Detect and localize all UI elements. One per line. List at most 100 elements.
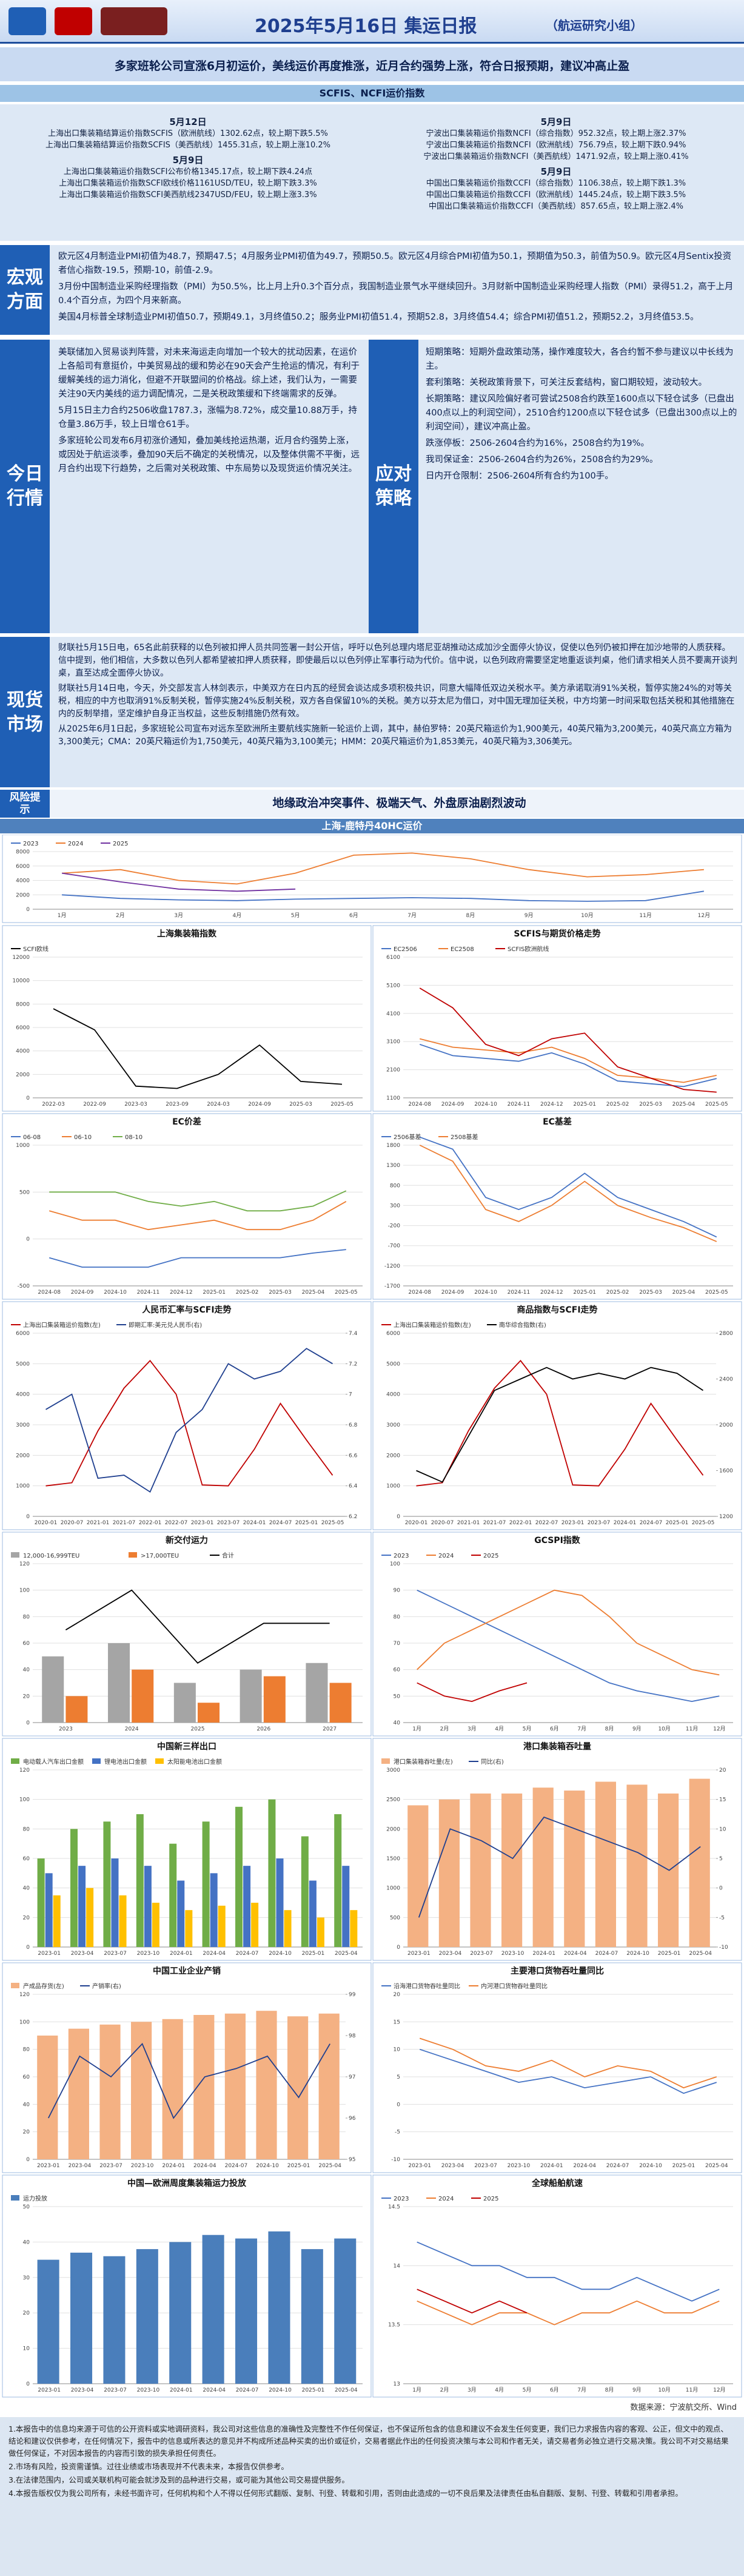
- bar: [501, 1793, 523, 1947]
- y-tick-label: 800: [390, 1183, 400, 1189]
- index-line: 上海出口集装箱结算运价指数SCFIS（美西航线）1455.31点，较上期上涨10…: [45, 141, 330, 150]
- disclaimer-item: 3.在法律范围内，公司或关联机构可能会就涉及到的品种进行交易，或可能为其他公司交…: [8, 2475, 349, 2484]
- legend-swatch: [11, 1758, 19, 1764]
- bar: [78, 1866, 86, 1947]
- x-tick-label: 2020-07: [431, 1520, 454, 1526]
- section-label: 今日行情: [0, 340, 50, 633]
- series-line: [47, 2042, 330, 2119]
- y-tick-label: 0: [26, 1945, 30, 1951]
- x-tick-label: 2024-10: [474, 1290, 497, 1296]
- legend-label: EC2506: [394, 946, 417, 953]
- paragraph: 跌涨停板：2506-2604合约为16%，2508合约为19%。: [426, 439, 649, 448]
- bar: [306, 1663, 328, 1723]
- bar: [68, 2028, 90, 2159]
- y-tick-label: 0: [26, 2157, 30, 2163]
- x-tick-label: 2025-04: [335, 1951, 358, 1957]
- x-tick-label: 2023-07: [474, 2163, 497, 2169]
- series-line: [417, 1589, 720, 1676]
- x-tick-label: 2025-04: [318, 2163, 341, 2169]
- y-tick-label: 0: [26, 907, 30, 913]
- index-block: 5月12日 上海出口集装箱结算运价指数SCFIS（欧洲航线）1302.62点，较上…: [0, 104, 744, 241]
- y-tick-label: 6000: [16, 864, 30, 870]
- y-tick-label: 14.5: [388, 2204, 400, 2210]
- chart-panel: [2, 835, 742, 923]
- y-tick-label: 120: [19, 1767, 30, 1774]
- x-tick-label: 12月: [713, 1726, 725, 1732]
- y-tick-label: 50: [394, 1693, 401, 1700]
- y-tick-label: 60: [23, 1641, 30, 1647]
- paragraph: 财联社5月15日电，65名此前获释的以色列被扣押人员共同签署一封公开信，呼吁以色…: [58, 643, 737, 678]
- x-tick-label: 3月: [468, 1726, 477, 1732]
- y-tick-label: 5000: [386, 1361, 400, 1367]
- x-tick-label: 2024-01: [532, 1951, 555, 1957]
- bar: [235, 1806, 243, 1947]
- series-line: [417, 2288, 528, 2314]
- paragraph: 美国4月标普全球制造业PMI初值50.7，预期49.1，3月终值50.2；服务业…: [58, 312, 699, 322]
- y-tick-label: 1300: [386, 1163, 400, 1169]
- bar: [224, 2013, 246, 2159]
- x-tick-label: 2024-04: [573, 2163, 596, 2169]
- x-tick-label: 2024-07: [595, 1951, 618, 1957]
- chart-title: 中国新三样出口: [157, 1741, 216, 1752]
- bar: [626, 1784, 648, 1947]
- x-tick-label: 2025-02: [236, 1290, 259, 1296]
- paragraph: 欧元区4月制造业PMI初值为48.7，预期47.5；4月服务业PMI初值为49.…: [58, 252, 732, 275]
- bar: [99, 2024, 121, 2159]
- market-section: 今日行情 美联储加入贸易谈判阵营，对未来海运走向增加一个较大的扰动因素，在运价上…: [0, 337, 744, 633]
- y-tick-label: 50: [23, 2204, 30, 2210]
- y-tick-label: 1500: [386, 1856, 400, 1862]
- x-tick-label: 2024-11: [137, 1290, 160, 1296]
- x-tick-label: 2024-08: [408, 1290, 431, 1296]
- series-line: [418, 1816, 701, 1918]
- x-tick-label: 2023-03: [124, 1101, 147, 1108]
- y-tick-label: 300: [390, 1203, 400, 1209]
- x-tick-label: 2023-07: [104, 1951, 127, 1957]
- x-tick-label: 2023-07: [99, 2163, 122, 2169]
- y-tick-label: 5: [397, 2074, 400, 2080]
- legend-label: SCFI欧线: [23, 945, 49, 953]
- bar: [470, 1793, 491, 1947]
- series-line: [62, 890, 705, 902]
- x-tick-label: 2024-10: [104, 1290, 127, 1296]
- bar: [45, 1873, 53, 1947]
- bar: [243, 1866, 251, 1947]
- x-tick-label: 2020-07: [61, 1520, 84, 1526]
- y-tick-label: 1000: [16, 1143, 30, 1149]
- bar: [70, 1829, 78, 1947]
- x-tick-label: 2025-05: [335, 1290, 358, 1296]
- legend-label: 产销率(右): [92, 1982, 121, 1990]
- chart-title: 上海-鹿特丹40HC运价: [0, 819, 744, 833]
- bar: [111, 1858, 119, 1947]
- bar: [689, 1778, 710, 1947]
- bar: [103, 1821, 111, 1947]
- y-tick-label: 3000: [386, 1422, 400, 1428]
- bar: [318, 2013, 340, 2159]
- bar: [329, 1683, 352, 1723]
- x-tick-label: 2024-07: [225, 2163, 248, 2169]
- bar: [169, 1843, 177, 1947]
- index-line: 宁波出口集装箱运价指数NCFI（欧洲航线）756.79点，较上期下跌0.94%: [426, 141, 686, 150]
- spot-section: 现货市场 财联社5月15日电，65名此前获释的以色列被扣押人员共同签署一封公开信…: [0, 634, 744, 789]
- source: 数据来源：宁波航交所、Wind: [630, 2403, 737, 2412]
- index-line: 中国出口集装箱运价指数CCFI（欧洲航线）1445.24点，较上期下跌3.5%: [426, 190, 686, 200]
- header: 2025年5月16日 集运日报 （航运研究小组）: [0, 0, 744, 44]
- series-line: [419, 1043, 717, 1088]
- y-tick-label: 3100: [386, 1039, 400, 1045]
- y-tick-label: 2000: [16, 1072, 30, 1078]
- chart-title: 中国工业企业产销: [153, 1966, 221, 1976]
- index-line: 上海出口集装箱结算运价指数SCFIS（欧洲航线）1302.62点，较上期下跌5.…: [48, 129, 328, 138]
- x-tick-label: 2022-03: [42, 1101, 65, 1108]
- y-tick-label: 80: [23, 2047, 30, 2053]
- y-tick-label: 20: [23, 1915, 30, 1921]
- x-tick-label: 4月: [233, 912, 242, 919]
- y-tick-label: 6000: [386, 1331, 400, 1337]
- y-tick-label: 2000: [386, 1453, 400, 1459]
- y-tick-label: 0: [397, 1514, 400, 1520]
- bar: [532, 1787, 554, 1947]
- bar: [202, 1821, 210, 1947]
- y-tick-label: 2000: [16, 1453, 30, 1459]
- y2-tick-label: 7.2: [349, 1361, 357, 1367]
- y-tick-label: 20: [23, 2310, 30, 2316]
- x-tick-label: 9月: [524, 912, 534, 919]
